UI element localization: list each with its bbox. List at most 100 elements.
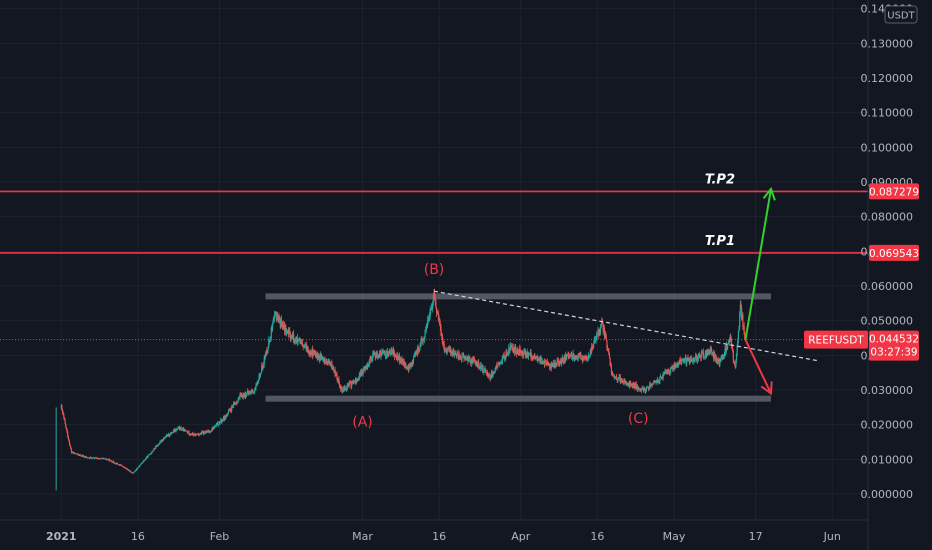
candle: [308, 349, 310, 357]
symbol-tag-bg: [804, 330, 868, 349]
candle-body: [370, 359, 373, 361]
candle-body: [142, 461, 144, 463]
candle-body: [109, 459, 111, 462]
candle-body: [697, 355, 699, 361]
candle: [243, 392, 246, 399]
candle-body: [372, 354, 374, 359]
candle: [185, 430, 187, 432]
candle-body: [213, 426, 216, 429]
candle: [705, 349, 707, 358]
candle: [213, 425, 216, 429]
candle: [197, 432, 200, 436]
candle-body: [594, 339, 597, 341]
candle-body: [633, 383, 635, 386]
candle: [231, 404, 233, 413]
candle: [292, 331, 294, 339]
candle-body: [267, 347, 269, 351]
candle: [208, 429, 210, 434]
candle: [735, 359, 737, 369]
candle-body: [577, 358, 579, 360]
candle-body: [342, 391, 344, 393]
candle-body: [686, 358, 688, 361]
candle-body: [489, 375, 491, 379]
candle: [164, 436, 166, 440]
candle-body: [402, 360, 404, 365]
candle: [211, 428, 214, 432]
candle-body: [343, 388, 345, 390]
candle-body: [104, 458, 106, 460]
candle-body: [472, 357, 474, 360]
candle: [688, 357, 690, 362]
candle: [605, 333, 607, 342]
candle-body: [543, 361, 545, 363]
candle: [598, 328, 600, 337]
candle: [469, 355, 471, 363]
candle: [502, 352, 505, 358]
candle-body: [114, 463, 116, 464]
candle: [278, 315, 281, 323]
currency-label: USDT: [887, 11, 915, 22]
candle-body: [347, 384, 350, 387]
currency-badge[interactable]: USDT: [884, 5, 918, 24]
candle-body: [546, 363, 548, 365]
candle-body: [517, 349, 519, 352]
candle: [599, 327, 601, 336]
x-tick-label: 17: [749, 530, 763, 543]
candle-body: [580, 353, 582, 359]
candle: [416, 349, 418, 356]
candle-body: [721, 355, 724, 359]
candle: [734, 361, 736, 366]
candle: [449, 346, 451, 353]
candle-body: [122, 466, 124, 468]
candle-body: [641, 388, 643, 390]
candle-body: [393, 351, 396, 357]
candle-body: [353, 380, 355, 382]
candle-body: [638, 389, 641, 391]
candle: [445, 346, 447, 354]
candle: [467, 354, 470, 363]
candle: [131, 472, 133, 474]
candle: [171, 431, 173, 434]
candle: [132, 472, 134, 474]
candle: [259, 373, 261, 378]
candle-body: [654, 382, 657, 383]
candle: [112, 460, 114, 463]
candle-body: [420, 339, 422, 343]
y-tick-label: 0.100000: [861, 141, 914, 154]
candle-body: [739, 312, 741, 327]
candle-body: [74, 453, 76, 455]
candle: [239, 392, 241, 401]
candle-body: [97, 458, 99, 460]
candle-body: [480, 365, 482, 367]
candle-body: [201, 432, 203, 434]
candle-body: [146, 456, 148, 459]
candle: [222, 419, 224, 422]
candle-body: [231, 406, 233, 408]
candle: [185, 429, 187, 432]
candle: [531, 353, 533, 360]
candle-body: [411, 362, 413, 367]
time-axis[interactable]: 2021 16 Feb Mar 16 Apr 16 May 17 Jun: [46, 530, 841, 543]
candle: [614, 376, 616, 379]
candle-body: [309, 350, 311, 355]
candle-body: [111, 461, 113, 463]
candle-body: [221, 420, 223, 422]
candle-body: [507, 353, 509, 356]
candle: [697, 353, 699, 363]
candle: [501, 355, 503, 365]
candle-body: [180, 427, 182, 431]
candle: [508, 348, 510, 353]
candle: [227, 411, 229, 416]
candle-body: [621, 378, 623, 381]
candle: [220, 418, 223, 424]
candle: [157, 443, 159, 446]
candle: [118, 464, 120, 466]
candle: [201, 430, 203, 434]
candle-body: [499, 363, 501, 365]
candle-body: [642, 387, 644, 391]
candle: [626, 382, 628, 386]
candle-body: [226, 414, 228, 416]
candle: [98, 458, 100, 460]
